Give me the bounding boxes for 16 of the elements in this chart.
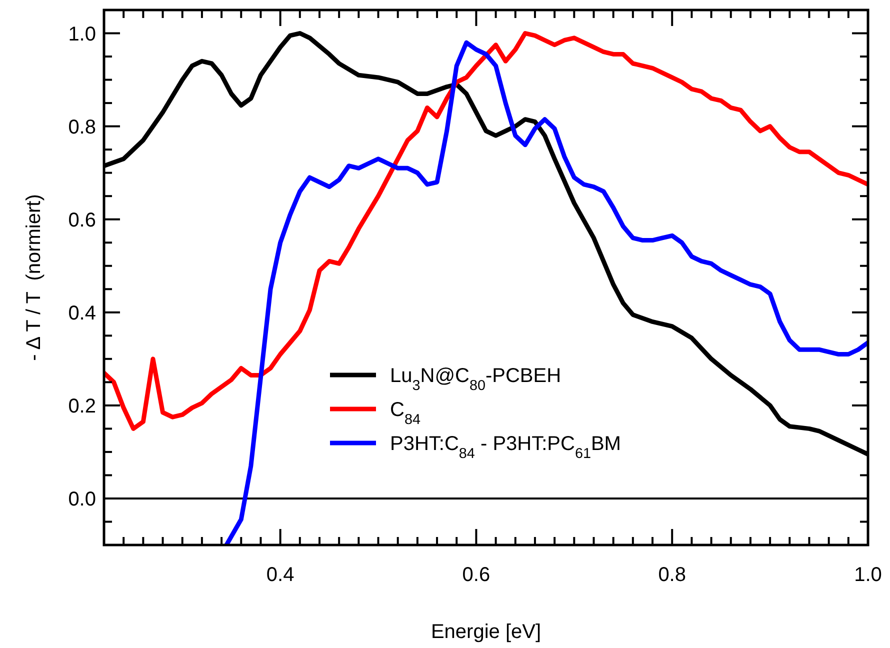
y-tick-label: 0.4 [68, 302, 96, 324]
x-tick-label: 0.8 [658, 564, 686, 586]
y-tick-label: 0.6 [68, 209, 96, 232]
y-tick-label: 0.2 [68, 395, 96, 418]
y-tick-label: 1.0 [68, 23, 96, 46]
x-tick-label: 0.6 [462, 564, 490, 586]
x-axis-title: Energie [eV] [430, 621, 542, 643]
y-tick-label: 0.0 [68, 488, 96, 510]
legend-label: P3HT:C$_{84}$ - P3HT:PC$_{61}$BM [390, 433, 621, 462]
y-tick-label: 0.8 [68, 116, 96, 138]
legend-label: C$_{84}$ [390, 399, 420, 428]
y-axis-title: - Δ T / T (normiert) [23, 194, 45, 361]
x-tick-label: 1.0 [854, 564, 882, 586]
x-tick-label: 0.4 [266, 564, 294, 586]
legend-label: Lu$_{3}$N@C$_{80}$-PCBEH [390, 365, 562, 394]
line-series [224, 40, 868, 545]
